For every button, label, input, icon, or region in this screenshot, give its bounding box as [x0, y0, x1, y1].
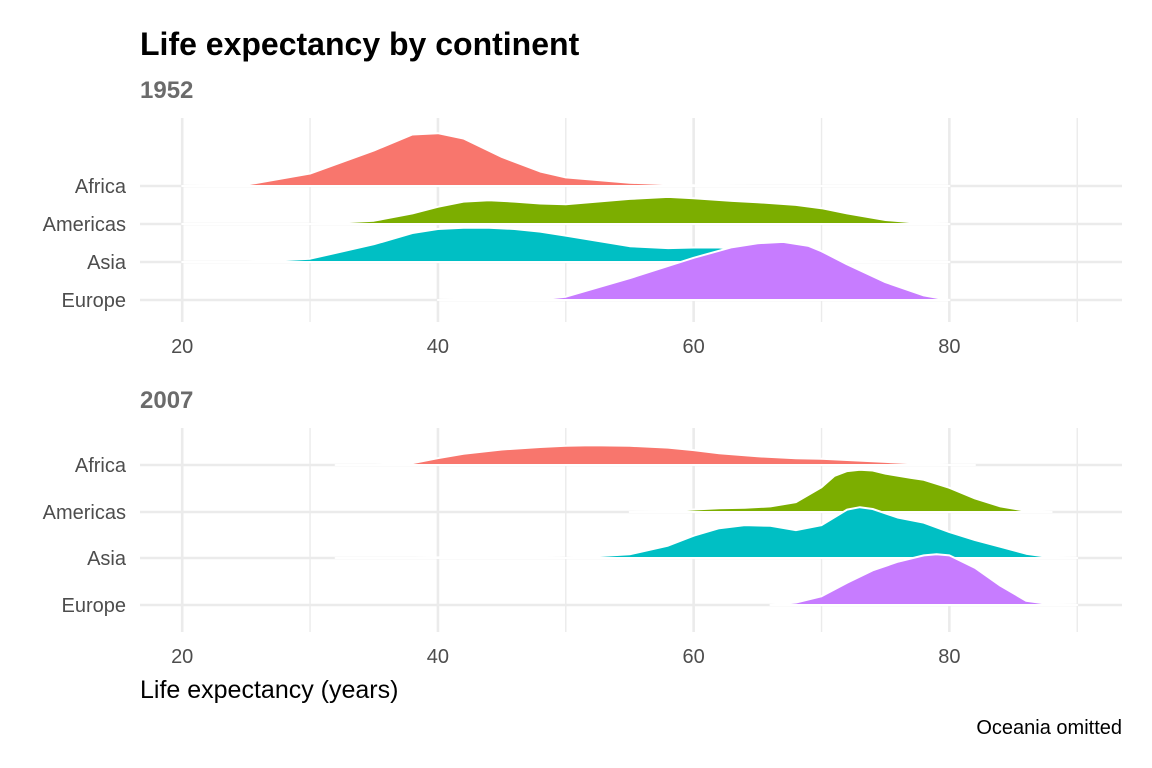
caption: Oceania omitted [976, 717, 1122, 739]
x-tick-2007-60: 60 [683, 646, 705, 668]
ridge-1952-europe [436, 240, 951, 301]
x-tick-1952-20: 20 [171, 336, 193, 358]
ridge-1952-americas [181, 195, 951, 225]
y-label-africa: Africa [75, 176, 127, 198]
y-label-americas: Americas [43, 502, 126, 524]
ridge-2007-europe [769, 553, 1079, 606]
x-axis-title: Life expectancy (years) [140, 676, 398, 704]
y-label-africa: Africa [75, 455, 127, 477]
x-tick-2007-80: 80 [938, 646, 960, 668]
x-tick-2007-20: 20 [171, 646, 193, 668]
ridge-2007-americas [628, 468, 1053, 513]
panel-2007: 2007 Africa Americas Asia Europe 20 40 60 80 [43, 387, 1122, 668]
panel-title-2007: 2007 [140, 387, 193, 414]
y-label-europe: Europe [62, 290, 127, 312]
ridge-1952-africa [181, 132, 951, 187]
y-label-asia: Asia [87, 548, 127, 570]
y-label-europe: Europe [62, 595, 127, 617]
panel-1952: 1952 Africa Americas Asia Europe 20 40 60 80 [43, 77, 1122, 358]
y-label-asia: Asia [87, 252, 127, 274]
x-tick-1952-80: 80 [938, 336, 960, 358]
y-label-americas: Americas [43, 214, 126, 236]
x-tick-2007-40: 40 [427, 646, 449, 668]
ridge-2007-africa [334, 444, 976, 466]
x-tick-1952-40: 40 [427, 336, 449, 358]
ridge-2007-asia [334, 506, 1079, 559]
chart-title: Life expectancy by continent [140, 26, 580, 62]
panel-title-1952: 1952 [140, 77, 193, 104]
x-tick-1952-60: 60 [683, 336, 705, 358]
